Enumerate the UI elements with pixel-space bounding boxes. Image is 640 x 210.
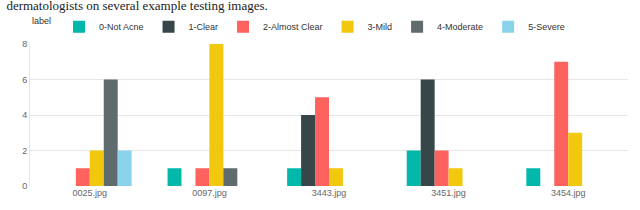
svg-text:0025.jpg: 0025.jpg	[73, 188, 108, 198]
svg-text:8: 8	[22, 39, 27, 49]
svg-text:0-Not Acne: 0-Not Acne	[99, 22, 144, 32]
svg-text:2-Almost Clear: 2-Almost Clear	[263, 22, 323, 32]
svg-text:6: 6	[22, 75, 27, 85]
svg-text:dermatologists on several exam: dermatologists on several example testin…	[6, 0, 267, 13]
svg-text:1-Clear: 1-Clear	[189, 22, 219, 32]
svg-text:3-Mild: 3-Mild	[368, 22, 393, 32]
svg-text:3443.jpg: 3443.jpg	[312, 188, 347, 198]
svg-text:label: label	[32, 16, 51, 26]
svg-text:3451.jpg: 3451.jpg	[431, 188, 466, 198]
svg-text:5-Severe: 5-Severe	[528, 22, 565, 32]
svg-text:3454.jpg: 3454.jpg	[551, 188, 586, 198]
svg-text:0097.jpg: 0097.jpg	[192, 188, 227, 198]
svg-text:2: 2	[22, 146, 27, 156]
svg-text:0: 0	[22, 181, 27, 191]
svg-text:4: 4	[22, 110, 27, 120]
svg-text:4-Moderate: 4-Moderate	[437, 22, 483, 32]
